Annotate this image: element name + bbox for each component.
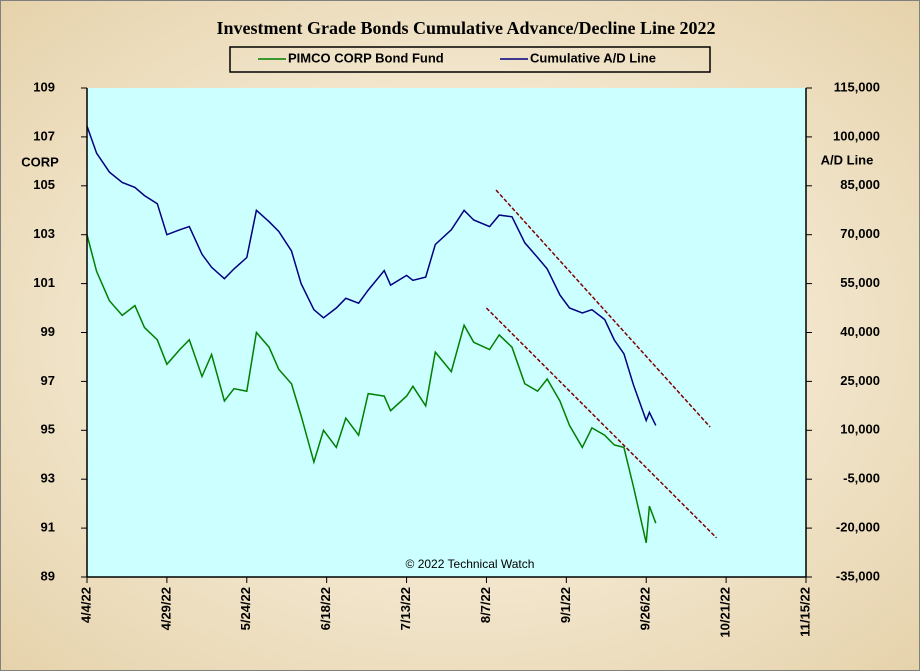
legend-box: [229, 46, 711, 73]
y-tick-label: 107: [33, 128, 55, 143]
y-tick-label: 99: [41, 324, 55, 339]
trendline: [485, 307, 718, 539]
x-tick-label: 9/1/22: [558, 587, 573, 623]
y2-tick-label: -20,000: [836, 520, 880, 535]
y2-tick-label: 70,000: [840, 226, 880, 241]
x-tick-label: 9/26/22: [638, 587, 653, 630]
y-tick-label: 97: [41, 373, 55, 388]
y2-tick-label: 100,000: [833, 128, 880, 143]
y2-tick-label: 115,000: [834, 79, 880, 94]
y-axis-label: CORP: [21, 154, 59, 169]
y2-tick-label: 40,000: [840, 324, 880, 339]
y-tick-label: 103: [33, 226, 55, 241]
legend-label: Cumulative A/D Line: [530, 50, 656, 65]
y-tick-label: 105: [33, 177, 55, 192]
annotation: © 2022 Technical Watch: [406, 557, 535, 571]
trendline: [495, 189, 711, 428]
y2-tick-label: 25,000: [840, 373, 880, 388]
x-tick-label: 10/21/22: [718, 587, 733, 638]
x-tick-label: 5/24/22: [238, 587, 253, 630]
x-tick-label: 11/15/22: [797, 587, 812, 637]
y-tick-label: 93: [41, 471, 55, 486]
series-line: [86, 125, 657, 426]
y-tick-label: 91: [41, 520, 55, 535]
y-tick-label: 101: [33, 275, 55, 290]
y2-tick-label: -35,000: [836, 568, 880, 583]
y2-tick-label: 10,000: [840, 422, 880, 437]
y-tick-label: 89: [41, 568, 55, 583]
x-tick-label: 8/7/22: [478, 587, 493, 623]
y-tick-label: 109: [33, 79, 55, 94]
legend-label: PIMCO CORP Bond Fund: [288, 50, 444, 65]
y2-axis-label: A/D Line: [821, 152, 874, 167]
y2-tick-label: 55,000: [840, 275, 880, 290]
x-tick-label: 4/29/22: [158, 587, 173, 630]
x-tick-label: 6/18/22: [318, 587, 333, 630]
series-line: [86, 234, 657, 543]
chart-title: Investment Grade Bonds Cumulative Advanc…: [216, 18, 715, 38]
y2-tick-label: -5,000: [843, 471, 880, 486]
y-tick-label: 95: [41, 422, 55, 437]
x-tick-label: 7/13/22: [398, 587, 413, 630]
plot-area: [87, 88, 806, 577]
y2-tick-label: 85,000: [840, 177, 880, 192]
x-tick-label: 4/4/22: [78, 587, 93, 623]
